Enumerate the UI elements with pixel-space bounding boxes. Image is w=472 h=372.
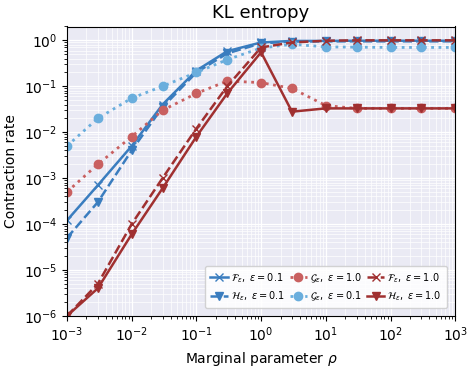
$\mathcal{G}_{\varepsilon},\ \varepsilon = 0.1$ <box>129 96 135 100</box>
$\mathcal{F}_{\varepsilon},\ \varepsilon = 0.1$ <box>258 40 264 45</box>
$\mathcal{G}_{\varepsilon},\ \varepsilon = 1.0$ <box>129 134 135 139</box>
Y-axis label: Contraction rate: Contraction rate <box>4 114 18 228</box>
Line: $\mathcal{G}_{\varepsilon},\ \varepsilon = 1.0$: $\mathcal{G}_{\varepsilon},\ \varepsilon… <box>63 77 459 196</box>
$\mathcal{G}_{\varepsilon},\ \varepsilon = 0.1$ <box>258 46 264 50</box>
$\mathcal{F}_{\varepsilon},\ \varepsilon = 1.0$ <box>194 126 199 131</box>
$\mathcal{H}_{\varepsilon},\ \varepsilon = 1.0$ <box>160 186 165 190</box>
$\mathcal{F}_{\varepsilon},\ \varepsilon = 0.1$ <box>388 38 393 43</box>
$\mathcal{H}_{\varepsilon},\ \varepsilon = 0.1$ <box>388 39 393 44</box>
$\mathcal{H}_{\varepsilon},\ \varepsilon = 1.0$ <box>354 106 360 110</box>
$\mathcal{G}_{\varepsilon},\ \varepsilon = 1.0$ <box>354 106 360 110</box>
$\mathcal{G}_{\varepsilon},\ \varepsilon = 0.1$ <box>453 45 458 50</box>
$\mathcal{F}_{\varepsilon},\ \varepsilon = 0.1$ <box>289 39 295 43</box>
$\mathcal{H}_{\varepsilon},\ \varepsilon = 0.1$ <box>129 148 135 153</box>
$\mathcal{G}_{\varepsilon},\ \varepsilon = 1.0$ <box>194 91 199 96</box>
Line: $\mathcal{G}_{\varepsilon},\ \varepsilon = 0.1$: $\mathcal{G}_{\varepsilon},\ \varepsilon… <box>63 40 459 150</box>
$\mathcal{F}_{\varepsilon},\ \varepsilon = 1.0$ <box>453 38 458 42</box>
$\mathcal{H}_{\varepsilon},\ \varepsilon = 0.1$ <box>419 39 424 44</box>
$\mathcal{F}_{\varepsilon},\ \varepsilon = 0.1$ <box>224 49 230 54</box>
$\mathcal{F}_{\varepsilon},\ \varepsilon = 1.0$ <box>160 176 165 180</box>
$\mathcal{G}_{\varepsilon},\ \varepsilon = 1.0$ <box>453 106 458 110</box>
$\mathcal{F}_{\varepsilon},\ \varepsilon = 1.0$ <box>323 38 329 43</box>
$\mathcal{G}_{\varepsilon},\ \varepsilon = 1.0$ <box>160 108 165 112</box>
$\mathcal{F}_{\varepsilon},\ \varepsilon = 1.0$ <box>419 38 424 42</box>
$\mathcal{F}_{\varepsilon},\ \varepsilon = 1.0$ <box>354 38 360 42</box>
$\mathcal{F}_{\varepsilon},\ \varepsilon = 1.0$ <box>64 314 70 318</box>
$\mathcal{G}_{\varepsilon},\ \varepsilon = 0.1$ <box>419 45 424 50</box>
$\mathcal{G}_{\varepsilon},\ \varepsilon = 0.1$ <box>224 57 230 62</box>
$\mathcal{G}_{\varepsilon},\ \varepsilon = 1.0$ <box>224 79 230 83</box>
$\mathcal{H}_{\varepsilon},\ \varepsilon = 1.0$ <box>224 91 230 96</box>
$\mathcal{H}_{\varepsilon},\ \varepsilon = 0.1$ <box>289 39 295 44</box>
$\mathcal{G}_{\varepsilon},\ \varepsilon = 0.1$ <box>323 45 329 49</box>
$\mathcal{F}_{\varepsilon},\ \varepsilon = 0.1$ <box>453 38 458 43</box>
$\mathcal{H}_{\varepsilon},\ \varepsilon = 1.0$ <box>129 232 135 237</box>
$\mathcal{F}_{\varepsilon},\ \varepsilon = 0.1$ <box>194 68 199 73</box>
$\mathcal{F}_{\varepsilon},\ \varepsilon = 1.0$ <box>289 40 295 45</box>
$\mathcal{F}_{\varepsilon},\ \varepsilon = 1.0$ <box>129 222 135 226</box>
$\mathcal{H}_{\varepsilon},\ \varepsilon = 0.1$ <box>323 39 329 44</box>
$\mathcal{G}_{\varepsilon},\ \varepsilon = 1.0$ <box>323 103 329 108</box>
$\mathcal{G}_{\varepsilon},\ \varepsilon = 0.1$ <box>95 116 101 121</box>
$\mathcal{G}_{\varepsilon},\ \varepsilon = 0.1$ <box>388 45 393 50</box>
Legend: $\mathcal{F}_{\varepsilon},\ \varepsilon = 0.1$, $\mathcal{H}_{\varepsilon},\ \v: $\mathcal{F}_{\varepsilon},\ \varepsilon… <box>205 266 447 308</box>
$\mathcal{H}_{\varepsilon},\ \varepsilon = 1.0$ <box>64 314 70 318</box>
$\mathcal{F}_{\varepsilon},\ \varepsilon = 0.1$ <box>323 39 329 43</box>
$\mathcal{H}_{\varepsilon},\ \varepsilon = 1.0$ <box>95 286 101 291</box>
$\mathcal{H}_{\varepsilon},\ \varepsilon = 0.1$ <box>64 236 70 240</box>
$\mathcal{H}_{\varepsilon},\ \varepsilon = 0.1$ <box>194 70 199 75</box>
$\mathcal{G}_{\varepsilon},\ \varepsilon = 1.0$ <box>95 162 101 167</box>
Line: $\mathcal{F}_{\varepsilon},\ \varepsilon = 0.1$: $\mathcal{F}_{\varepsilon},\ \varepsilon… <box>63 36 459 225</box>
$\mathcal{F}_{\varepsilon},\ \varepsilon = 0.1$ <box>129 144 135 148</box>
$\mathcal{F}_{\varepsilon},\ \varepsilon = 1.0$ <box>388 38 393 42</box>
$\mathcal{G}_{\varepsilon},\ \varepsilon = 0.1$ <box>64 144 70 148</box>
Line: $\mathcal{H}_{\varepsilon},\ \varepsilon = 0.1$: $\mathcal{H}_{\varepsilon},\ \varepsilon… <box>63 37 459 242</box>
$\mathcal{F}_{\varepsilon},\ \varepsilon = 0.1$ <box>419 38 424 43</box>
$\mathcal{G}_{\varepsilon},\ \varepsilon = 0.1$ <box>354 45 360 49</box>
$\mathcal{H}_{\varepsilon},\ \varepsilon = 1.0$ <box>194 134 199 139</box>
$\mathcal{H}_{\varepsilon},\ \varepsilon = 1.0$ <box>419 106 424 110</box>
$\mathcal{G}_{\varepsilon},\ \varepsilon = 1.0$ <box>258 80 264 85</box>
$\mathcal{G}_{\varepsilon},\ \varepsilon = 1.0$ <box>289 86 295 91</box>
$\mathcal{F}_{\varepsilon},\ \varepsilon = 1.0$ <box>258 45 264 50</box>
$\mathcal{F}_{\varepsilon},\ \varepsilon = 0.1$ <box>160 102 165 107</box>
$\mathcal{H}_{\varepsilon},\ \varepsilon = 0.1$ <box>224 51 230 55</box>
$\mathcal{H}_{\varepsilon},\ \varepsilon = 1.0$ <box>388 106 393 110</box>
Line: $\mathcal{H}_{\varepsilon},\ \varepsilon = 1.0$: $\mathcal{H}_{\varepsilon},\ \varepsilon… <box>63 48 459 320</box>
$\mathcal{H}_{\varepsilon},\ \varepsilon = 0.1$ <box>453 39 458 44</box>
$\mathcal{G}_{\varepsilon},\ \varepsilon = 0.1$ <box>160 84 165 89</box>
$\mathcal{G}_{\varepsilon},\ \varepsilon = 1.0$ <box>64 190 70 194</box>
Line: $\mathcal{F}_{\varepsilon},\ \varepsilon = 1.0$: $\mathcal{F}_{\varepsilon},\ \varepsilon… <box>63 36 459 320</box>
$\mathcal{F}_{\varepsilon},\ \varepsilon = 1.0$ <box>224 84 230 89</box>
$\mathcal{H}_{\varepsilon},\ \varepsilon = 0.1$ <box>354 39 360 44</box>
$\mathcal{H}_{\varepsilon},\ \varepsilon = 0.1$ <box>95 200 101 204</box>
$\mathcal{F}_{\varepsilon},\ \varepsilon = 1.0$ <box>95 282 101 286</box>
$\mathcal{H}_{\varepsilon},\ \varepsilon = 0.1$ <box>258 41 264 45</box>
$\mathcal{G}_{\varepsilon},\ \varepsilon = 1.0$ <box>388 106 393 110</box>
$\mathcal{F}_{\varepsilon},\ \varepsilon = 0.1$ <box>64 218 70 223</box>
$\mathcal{H}_{\varepsilon},\ \varepsilon = 1.0$ <box>453 106 458 110</box>
$\mathcal{H}_{\varepsilon},\ \varepsilon = 1.0$ <box>258 50 264 54</box>
$\mathcal{F}_{\varepsilon},\ \varepsilon = 0.1$ <box>95 183 101 187</box>
X-axis label: Marginal parameter $\rho$: Marginal parameter $\rho$ <box>185 350 337 368</box>
$\mathcal{H}_{\varepsilon},\ \varepsilon = 0.1$ <box>160 105 165 109</box>
$\mathcal{G}_{\varepsilon},\ \varepsilon = 1.0$ <box>419 106 424 110</box>
$\mathcal{H}_{\varepsilon},\ \varepsilon = 1.0$ <box>289 109 295 114</box>
$\mathcal{F}_{\varepsilon},\ \varepsilon = 0.1$ <box>354 38 360 43</box>
$\mathcal{G}_{\varepsilon},\ \varepsilon = 0.1$ <box>194 70 199 75</box>
$\mathcal{H}_{\varepsilon},\ \varepsilon = 1.0$ <box>323 106 329 110</box>
Title: KL entropy: KL entropy <box>212 4 310 22</box>
$\mathcal{G}_{\varepsilon},\ \varepsilon = 0.1$ <box>289 42 295 46</box>
